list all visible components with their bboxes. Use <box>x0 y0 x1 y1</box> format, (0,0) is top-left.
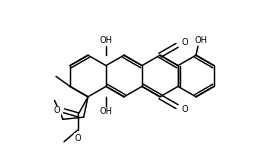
Text: OH: OH <box>99 36 112 45</box>
Text: O: O <box>180 105 187 114</box>
Text: O: O <box>180 38 187 47</box>
Text: OH: OH <box>194 36 207 45</box>
Text: O: O <box>74 134 81 143</box>
Text: OH: OH <box>99 107 112 116</box>
Text: O: O <box>53 106 60 115</box>
